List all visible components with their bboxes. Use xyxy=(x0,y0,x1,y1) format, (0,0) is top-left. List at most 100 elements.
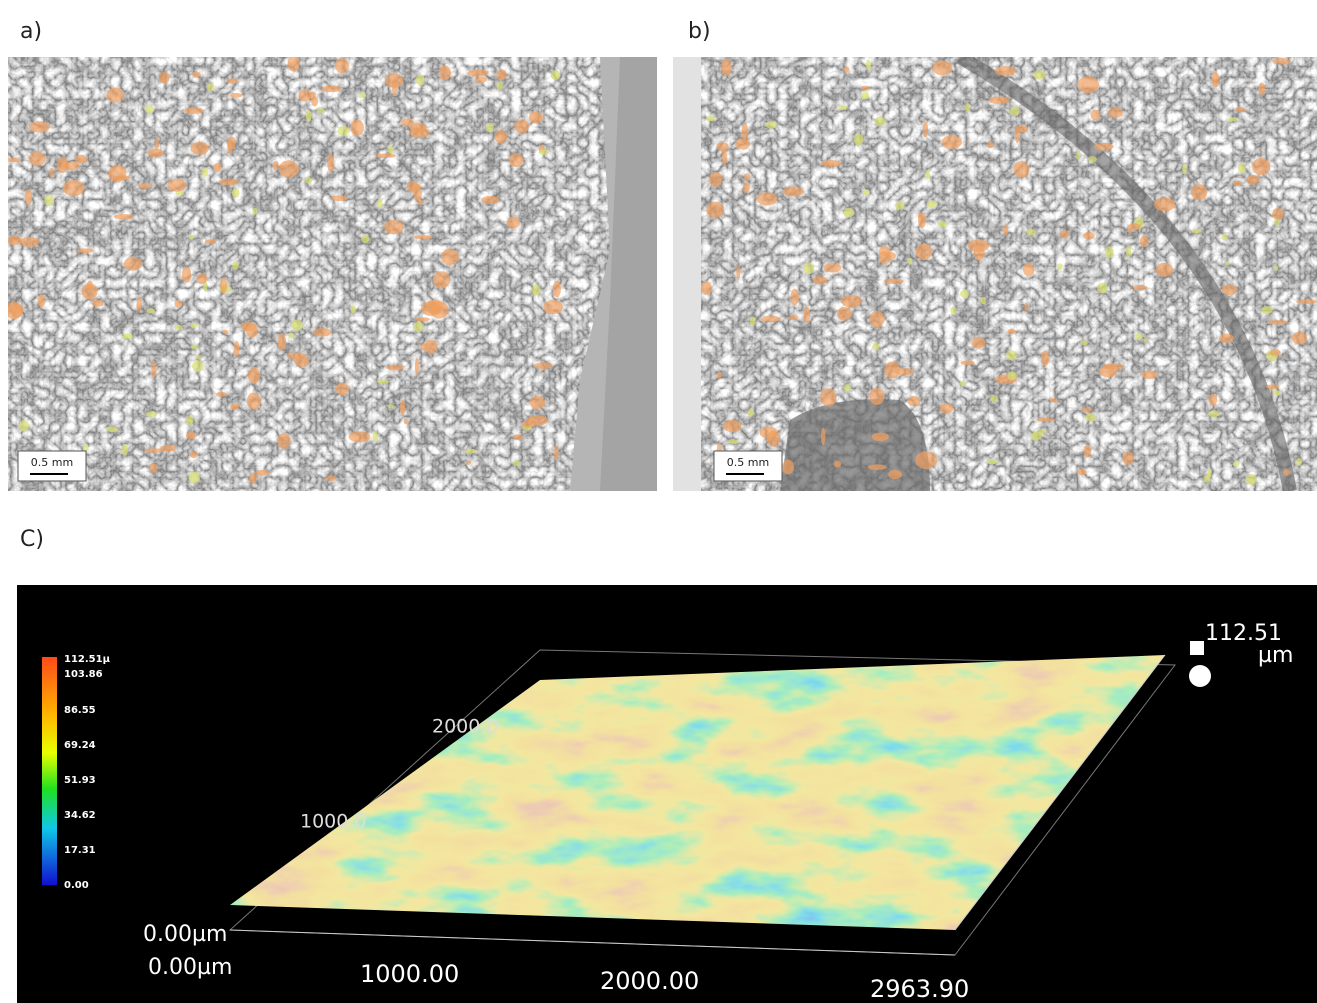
spot xyxy=(950,307,956,315)
spot xyxy=(247,392,261,409)
spot xyxy=(824,263,842,272)
spot xyxy=(10,304,23,318)
spot xyxy=(1083,232,1095,240)
spot xyxy=(386,364,404,370)
micrograph-a xyxy=(5,55,657,491)
panel-label: b) xyxy=(688,19,711,44)
spot xyxy=(185,107,204,114)
spot xyxy=(1235,107,1245,112)
spot xyxy=(788,315,798,320)
spot xyxy=(415,317,430,321)
spot xyxy=(926,201,937,208)
spot xyxy=(514,120,529,133)
spot xyxy=(407,181,418,193)
spot xyxy=(968,240,989,252)
spot xyxy=(29,151,45,166)
spot xyxy=(1267,320,1288,324)
colorbar-label: 17.31 xyxy=(64,845,96,856)
spot xyxy=(475,77,487,83)
spot xyxy=(5,158,22,162)
spot xyxy=(414,321,423,332)
spot xyxy=(186,432,196,440)
spot xyxy=(420,343,429,350)
spot xyxy=(190,323,198,328)
spot xyxy=(38,294,45,307)
spot xyxy=(530,396,546,409)
spot xyxy=(289,332,294,339)
spot xyxy=(175,325,183,331)
spot xyxy=(1222,284,1237,295)
spot xyxy=(439,65,451,80)
spot xyxy=(990,395,998,402)
spot xyxy=(1090,110,1100,120)
spot xyxy=(327,154,334,172)
spot xyxy=(321,86,341,93)
spot xyxy=(895,202,904,210)
spot xyxy=(49,168,54,177)
spot xyxy=(843,208,854,218)
spot xyxy=(441,249,459,265)
spot xyxy=(92,300,104,307)
spot xyxy=(767,431,781,447)
spot xyxy=(468,69,489,76)
figure: a) 0.5 mm b) 0.5 mm C) 112.51µ103.8686.5… xyxy=(0,0,1317,1003)
spot xyxy=(1227,117,1237,121)
spot xyxy=(316,108,325,112)
x-tick-label: 0.00µm xyxy=(148,955,232,980)
spot xyxy=(1081,340,1088,345)
spot xyxy=(277,433,290,449)
spot xyxy=(551,70,561,80)
spot xyxy=(918,213,926,228)
spot xyxy=(843,384,851,391)
spot xyxy=(837,307,851,321)
spot xyxy=(230,93,242,98)
spot xyxy=(554,446,558,461)
spot xyxy=(377,198,382,208)
y-tick-label: 2000.0 xyxy=(432,716,498,738)
spot xyxy=(305,177,312,183)
spot xyxy=(1192,229,1202,234)
spot xyxy=(709,172,722,187)
spot xyxy=(790,289,799,306)
spot xyxy=(717,372,721,379)
spot xyxy=(1034,70,1045,80)
spot xyxy=(1015,125,1020,143)
spot xyxy=(756,192,777,205)
spot xyxy=(813,276,827,284)
spot xyxy=(1233,181,1241,186)
spot xyxy=(529,112,543,124)
spot xyxy=(189,235,194,240)
spot xyxy=(182,267,191,283)
x-tick-label: 1000.00 xyxy=(360,960,459,988)
spot xyxy=(879,251,891,264)
spot xyxy=(191,345,198,350)
spot xyxy=(1252,158,1270,175)
spot xyxy=(232,188,240,198)
spot xyxy=(361,235,369,244)
spot xyxy=(306,110,312,122)
spot xyxy=(400,400,405,416)
spot xyxy=(1086,413,1096,422)
spot xyxy=(803,262,814,273)
spot xyxy=(220,278,227,294)
spot xyxy=(255,470,269,476)
scale-bar-label: 0.5 mm xyxy=(31,456,73,469)
spot xyxy=(234,341,240,357)
colorbar-label: 112.51µ xyxy=(64,654,111,665)
spot xyxy=(313,328,331,336)
scale-bar-label: 0.5 mm xyxy=(727,456,769,469)
spot xyxy=(186,416,193,426)
spot xyxy=(513,434,523,439)
spot xyxy=(433,271,450,288)
spot xyxy=(1128,223,1141,230)
spot xyxy=(494,130,507,144)
spot xyxy=(373,431,379,442)
texture xyxy=(8,57,657,491)
spot xyxy=(1191,184,1207,200)
spot xyxy=(841,295,862,308)
spot xyxy=(743,182,750,193)
spot xyxy=(1225,261,1230,265)
spot xyxy=(1142,370,1158,379)
spot xyxy=(201,168,208,177)
spot xyxy=(167,179,186,192)
